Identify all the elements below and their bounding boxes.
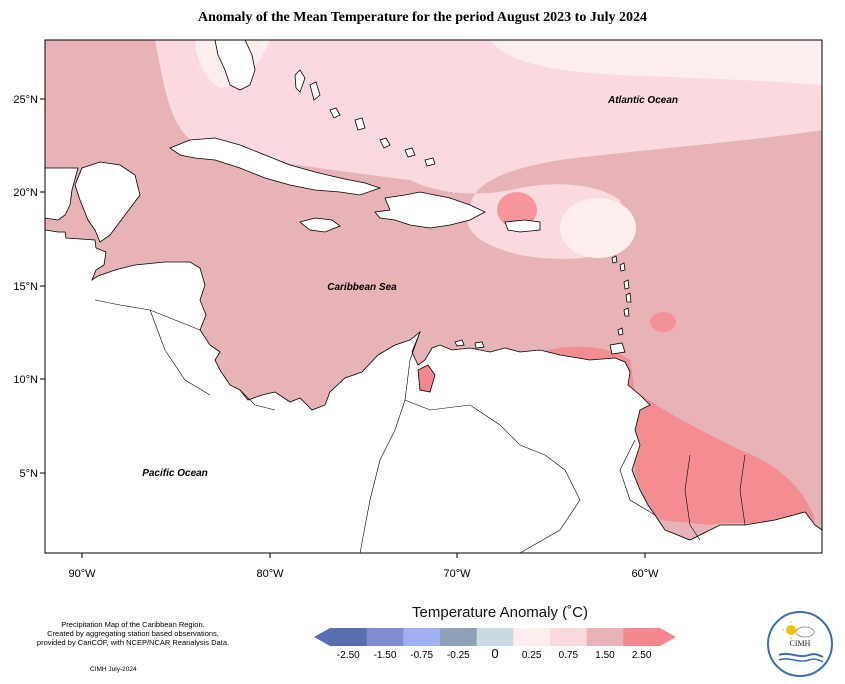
legend-swatch bbox=[550, 628, 588, 646]
legend-swatch bbox=[403, 628, 441, 646]
credit-line: Precipitation Map of the Caribbean Regio… bbox=[61, 620, 205, 629]
legend-low-arrow bbox=[314, 628, 330, 646]
legend-high-arrow bbox=[660, 628, 676, 646]
legend-swatch bbox=[623, 628, 661, 646]
legend-tick-label: 0.75 bbox=[559, 650, 579, 661]
legend-tick-label: 1.50 bbox=[595, 650, 615, 661]
map-title: Anomaly of the Mean Temperature for the … bbox=[197, 10, 648, 25]
longitude-axis: 90°W 80°W 70°W 60°W bbox=[68, 553, 659, 580]
legend-tick-label: 0 bbox=[491, 646, 498, 661]
credit-line: provided by CariCOF, with NCEP/NCAR Rean… bbox=[36, 638, 230, 647]
legend-tick-label: 0.25 bbox=[522, 650, 542, 661]
legend-swatch bbox=[513, 628, 551, 646]
latitude-axis: 25°N 20°N 15°N 10°N 5°N bbox=[13, 94, 45, 480]
credit-text: Precipitation Map of the Caribbean Regio… bbox=[18, 620, 248, 647]
cimh-logo: CIMH bbox=[767, 611, 833, 677]
borders bbox=[94, 299, 746, 553]
logo-emblem-icon bbox=[778, 621, 824, 663]
credit-line: Created by aggregating station based obs… bbox=[47, 629, 219, 638]
anomaly-light-zone-antilles bbox=[560, 198, 636, 258]
legend-title: Temperature Anomaly (˚C) bbox=[412, 604, 588, 621]
lon-tick-label: 70°W bbox=[443, 568, 471, 580]
lon-tick-label: 60°W bbox=[631, 568, 659, 580]
anomaly-strong-blob-east bbox=[650, 312, 676, 332]
anomaly-pale-zone bbox=[155, 40, 822, 259]
legend-tick-label: -2.50 bbox=[337, 650, 360, 661]
lon-tick-label: 90°W bbox=[68, 568, 96, 580]
lat-tick-label: 15°N bbox=[13, 281, 38, 293]
credit-date: CIMH July-2024 bbox=[90, 666, 137, 673]
lat-tick-label: 10°N bbox=[13, 374, 38, 386]
legend-tick-label: 2.50 bbox=[632, 650, 652, 661]
anomaly-strong-puerto-rico bbox=[497, 192, 537, 228]
legend-tick-label: -1.50 bbox=[374, 650, 397, 661]
lat-tick-label: 25°N bbox=[13, 94, 38, 106]
legend-swatch bbox=[586, 628, 624, 646]
legend-swatch bbox=[330, 628, 368, 646]
lon-tick-label: 80°W bbox=[256, 568, 284, 580]
lat-tick-label: 5°N bbox=[20, 468, 39, 480]
land-masses bbox=[45, 40, 822, 553]
legend-tick-label: -0.75 bbox=[410, 650, 433, 661]
pacific-ocean-label: Pacific Ocean bbox=[142, 468, 208, 479]
atlantic-ocean-label: Atlantic Ocean bbox=[607, 95, 678, 106]
legend-swatch bbox=[476, 628, 514, 646]
legend-tick-label: -0.25 bbox=[447, 650, 470, 661]
anomaly-light-zone-atlantic bbox=[490, 40, 822, 85]
legend-swatch bbox=[440, 628, 478, 646]
legend-colorbar: -2.50 -1.50 -0.75 -0.25 0 0.25 0.75 1.50 2.50 bbox=[314, 628, 676, 661]
logo-text: CIMH bbox=[789, 639, 811, 648]
legend-swatch bbox=[366, 628, 404, 646]
lat-tick-label: 20°N bbox=[13, 187, 38, 199]
map-frame bbox=[44, 39, 823, 554]
caribbean-sea-label: Caribbean Sea bbox=[327, 282, 397, 293]
